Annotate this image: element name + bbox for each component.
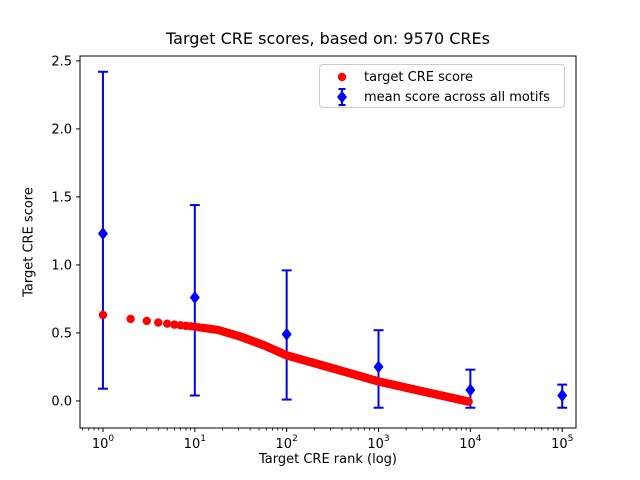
- target-score-point: [98, 310, 108, 320]
- target-score-point: [126, 314, 135, 324]
- x-tick-label: 104: [459, 434, 482, 452]
- legend-label: target CRE score: [364, 69, 474, 85]
- chart-title: Target CRE scores, based on: 9570 CREs: [166, 29, 490, 48]
- y-tick-label: 0.5: [51, 326, 72, 341]
- y-tick-label: 0.0: [51, 394, 72, 409]
- red-dot-icon: [320, 71, 364, 83]
- x-tick-label: 105: [551, 434, 573, 452]
- y-tick-label: 2.5: [51, 54, 72, 69]
- x-tick-label: 102: [276, 434, 298, 452]
- target-score-point: [464, 397, 473, 406]
- mean-score-diamond: [373, 360, 384, 374]
- target-score-point: [162, 319, 172, 328]
- y-tick-label: 1.0: [51, 258, 72, 273]
- mean-score-diamond: [557, 388, 568, 402]
- x-tick-label: 100: [92, 434, 115, 452]
- mean-score-diamond: [465, 383, 476, 397]
- legend-entry-mean-score: mean score across all motifs: [320, 87, 564, 107]
- target-score-point: [154, 318, 163, 327]
- x-axis-label: Target CRE rank (log): [259, 452, 397, 467]
- legend-label: mean score across all motifs: [364, 89, 550, 105]
- mean-score-diamond: [97, 227, 108, 241]
- y-tick-label: 2.0: [51, 122, 72, 137]
- legend: target CRE score mean score across all m…: [319, 64, 565, 108]
- axes-frame: [79, 55, 577, 429]
- x-tick-label: 101: [184, 434, 206, 452]
- target-score-point: [170, 320, 179, 329]
- mean-score-diamond: [189, 291, 200, 305]
- target-score-point: [142, 316, 151, 326]
- y-tick-label: 1.5: [51, 190, 72, 205]
- x-tick-label: 103: [367, 434, 389, 452]
- mean-score-diamond: [281, 327, 292, 341]
- legend-entry-target-score: target CRE score: [320, 67, 564, 87]
- y-axis-label: Target CRE score: [21, 187, 37, 297]
- blue-diamond-errorbar-icon: [320, 87, 364, 107]
